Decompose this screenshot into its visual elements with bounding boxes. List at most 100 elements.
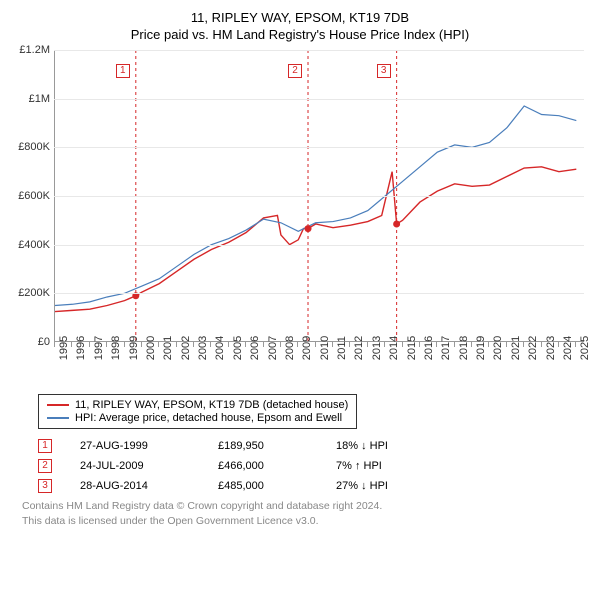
xtick-mark bbox=[245, 342, 246, 347]
xtick-label: 2004 bbox=[214, 336, 226, 360]
series-hpi bbox=[55, 106, 576, 306]
xtick-label: 1999 bbox=[128, 336, 140, 360]
legend: 11, RIPLEY WAY, EPSOM, KT19 7DB (detache… bbox=[38, 394, 357, 429]
xtick-label: 2006 bbox=[249, 336, 261, 360]
gridline-h bbox=[54, 293, 584, 294]
xtick-label: 2022 bbox=[527, 336, 539, 360]
legend-label: 11, RIPLEY WAY, EPSOM, KT19 7DB (detache… bbox=[75, 399, 348, 411]
xtick-mark bbox=[419, 342, 420, 347]
chart-marker-2: 2 bbox=[288, 64, 302, 78]
xtick-mark bbox=[71, 342, 72, 347]
transactions-table: 1 27-AUG-1999 £189,950 18% ↓ HPI 2 24-JUL-200… bbox=[38, 439, 590, 493]
xtick-label: 2025 bbox=[579, 336, 591, 360]
xtick-label: 2007 bbox=[267, 336, 279, 360]
title-block: 11, RIPLEY WAY, EPSOM, KT19 7DB Price pa… bbox=[10, 10, 590, 42]
chart-container: 11, RIPLEY WAY, EPSOM, KT19 7DB Price pa… bbox=[0, 0, 600, 590]
transaction-pct: 18% ↓ HPI bbox=[336, 440, 446, 452]
xtick-mark bbox=[332, 342, 333, 347]
xtick-mark bbox=[558, 342, 559, 347]
transaction-row: 328-AUG-2014£485,00027% ↓ HPI bbox=[38, 479, 590, 493]
xtick-label: 2013 bbox=[371, 336, 383, 360]
transaction-row: 224-JUL-2009£466,0007% ↑ HPI bbox=[38, 459, 590, 473]
title-subtitle: Price paid vs. HM Land Registry's House … bbox=[10, 27, 590, 42]
xtick-label: 2023 bbox=[545, 336, 557, 360]
attribution-footer: Contains HM Land Registry data © Crown c… bbox=[22, 499, 590, 528]
transaction-row: 1 27-AUG-1999 £189,950 18% ↓ HPI bbox=[38, 439, 590, 453]
xtick-mark bbox=[210, 342, 211, 347]
xtick-mark bbox=[436, 342, 437, 347]
xtick-mark bbox=[575, 342, 576, 347]
transaction-marker: 3 bbox=[38, 479, 52, 493]
gridline-h bbox=[54, 50, 584, 51]
xtick-label: 1995 bbox=[58, 336, 70, 360]
xtick-label: 2018 bbox=[458, 336, 470, 360]
xtick-label: 2001 bbox=[162, 336, 174, 360]
ytick-label: £400K bbox=[6, 239, 50, 251]
ytick-label: £600K bbox=[6, 190, 50, 202]
legend-swatch bbox=[47, 404, 69, 406]
legend-swatch bbox=[47, 417, 69, 419]
xtick-label: 2020 bbox=[492, 336, 504, 360]
xtick-mark bbox=[454, 342, 455, 347]
chart-area: 123 £0£200K£400K£600K£800K£1M£1.2M199519… bbox=[10, 48, 590, 388]
transaction-date: 24-JUL-2009 bbox=[80, 460, 190, 472]
xtick-mark bbox=[471, 342, 472, 347]
transaction-marker: 2 bbox=[38, 459, 52, 473]
xtick-mark bbox=[541, 342, 542, 347]
xtick-label: 2003 bbox=[197, 336, 209, 360]
xtick-mark bbox=[228, 342, 229, 347]
gridline-h bbox=[54, 196, 584, 197]
transaction-price: £485,000 bbox=[218, 480, 308, 492]
xtick-label: 2016 bbox=[423, 336, 435, 360]
legend-row: HPI: Average price, detached house, Epso… bbox=[47, 412, 348, 424]
ytick-label: £800K bbox=[6, 141, 50, 153]
footer-line-1: Contains HM Land Registry data © Crown c… bbox=[22, 499, 590, 514]
xtick-label: 2015 bbox=[406, 336, 418, 360]
ytick-label: £200K bbox=[6, 287, 50, 299]
xtick-label: 2011 bbox=[336, 336, 348, 360]
xtick-label: 1996 bbox=[75, 336, 87, 360]
xtick-mark bbox=[54, 342, 55, 347]
xtick-mark bbox=[176, 342, 177, 347]
xtick-mark bbox=[506, 342, 507, 347]
xtick-label: 2002 bbox=[180, 336, 192, 360]
legend-label: HPI: Average price, detached house, Epso… bbox=[75, 412, 342, 424]
gridline-h bbox=[54, 147, 584, 148]
ytick-label: £1M bbox=[6, 93, 50, 105]
transaction-pct: 7% ↑ HPI bbox=[336, 460, 446, 472]
xtick-label: 2024 bbox=[562, 336, 574, 360]
xtick-label: 1998 bbox=[110, 336, 122, 360]
xtick-mark bbox=[158, 342, 159, 347]
xtick-mark bbox=[193, 342, 194, 347]
xtick-mark bbox=[263, 342, 264, 347]
xtick-mark bbox=[315, 342, 316, 347]
legend-row: 11, RIPLEY WAY, EPSOM, KT19 7DB (detache… bbox=[47, 399, 348, 411]
xtick-label: 2021 bbox=[510, 336, 522, 360]
transaction-price: £189,950 bbox=[218, 440, 308, 452]
chart-marker-3: 3 bbox=[377, 64, 391, 78]
xtick-mark bbox=[402, 342, 403, 347]
gridline-h bbox=[54, 245, 584, 246]
ytick-label: £0 bbox=[6, 336, 50, 348]
xtick-label: 2010 bbox=[319, 336, 331, 360]
transaction-date: 27-AUG-1999 bbox=[80, 440, 190, 452]
xtick-mark bbox=[280, 342, 281, 347]
xtick-mark bbox=[141, 342, 142, 347]
transaction-marker: 1 bbox=[38, 439, 52, 453]
xtick-label: 2000 bbox=[145, 336, 157, 360]
footer-line-2: This data is licensed under the Open Gov… bbox=[22, 514, 590, 529]
xtick-label: 1997 bbox=[93, 336, 105, 360]
transaction-date: 28-AUG-2014 bbox=[80, 480, 190, 492]
xtick-label: 2008 bbox=[284, 336, 296, 360]
ytick-label: £1.2M bbox=[6, 44, 50, 56]
xtick-mark bbox=[106, 342, 107, 347]
xtick-mark bbox=[384, 342, 385, 347]
xtick-mark bbox=[297, 342, 298, 347]
xtick-label: 2017 bbox=[440, 336, 452, 360]
sale-point bbox=[393, 220, 400, 227]
sale-point bbox=[305, 225, 312, 232]
xtick-mark bbox=[124, 342, 125, 347]
xtick-mark bbox=[89, 342, 90, 347]
title-address: 11, RIPLEY WAY, EPSOM, KT19 7DB bbox=[10, 10, 590, 25]
chart-marker-1: 1 bbox=[116, 64, 130, 78]
